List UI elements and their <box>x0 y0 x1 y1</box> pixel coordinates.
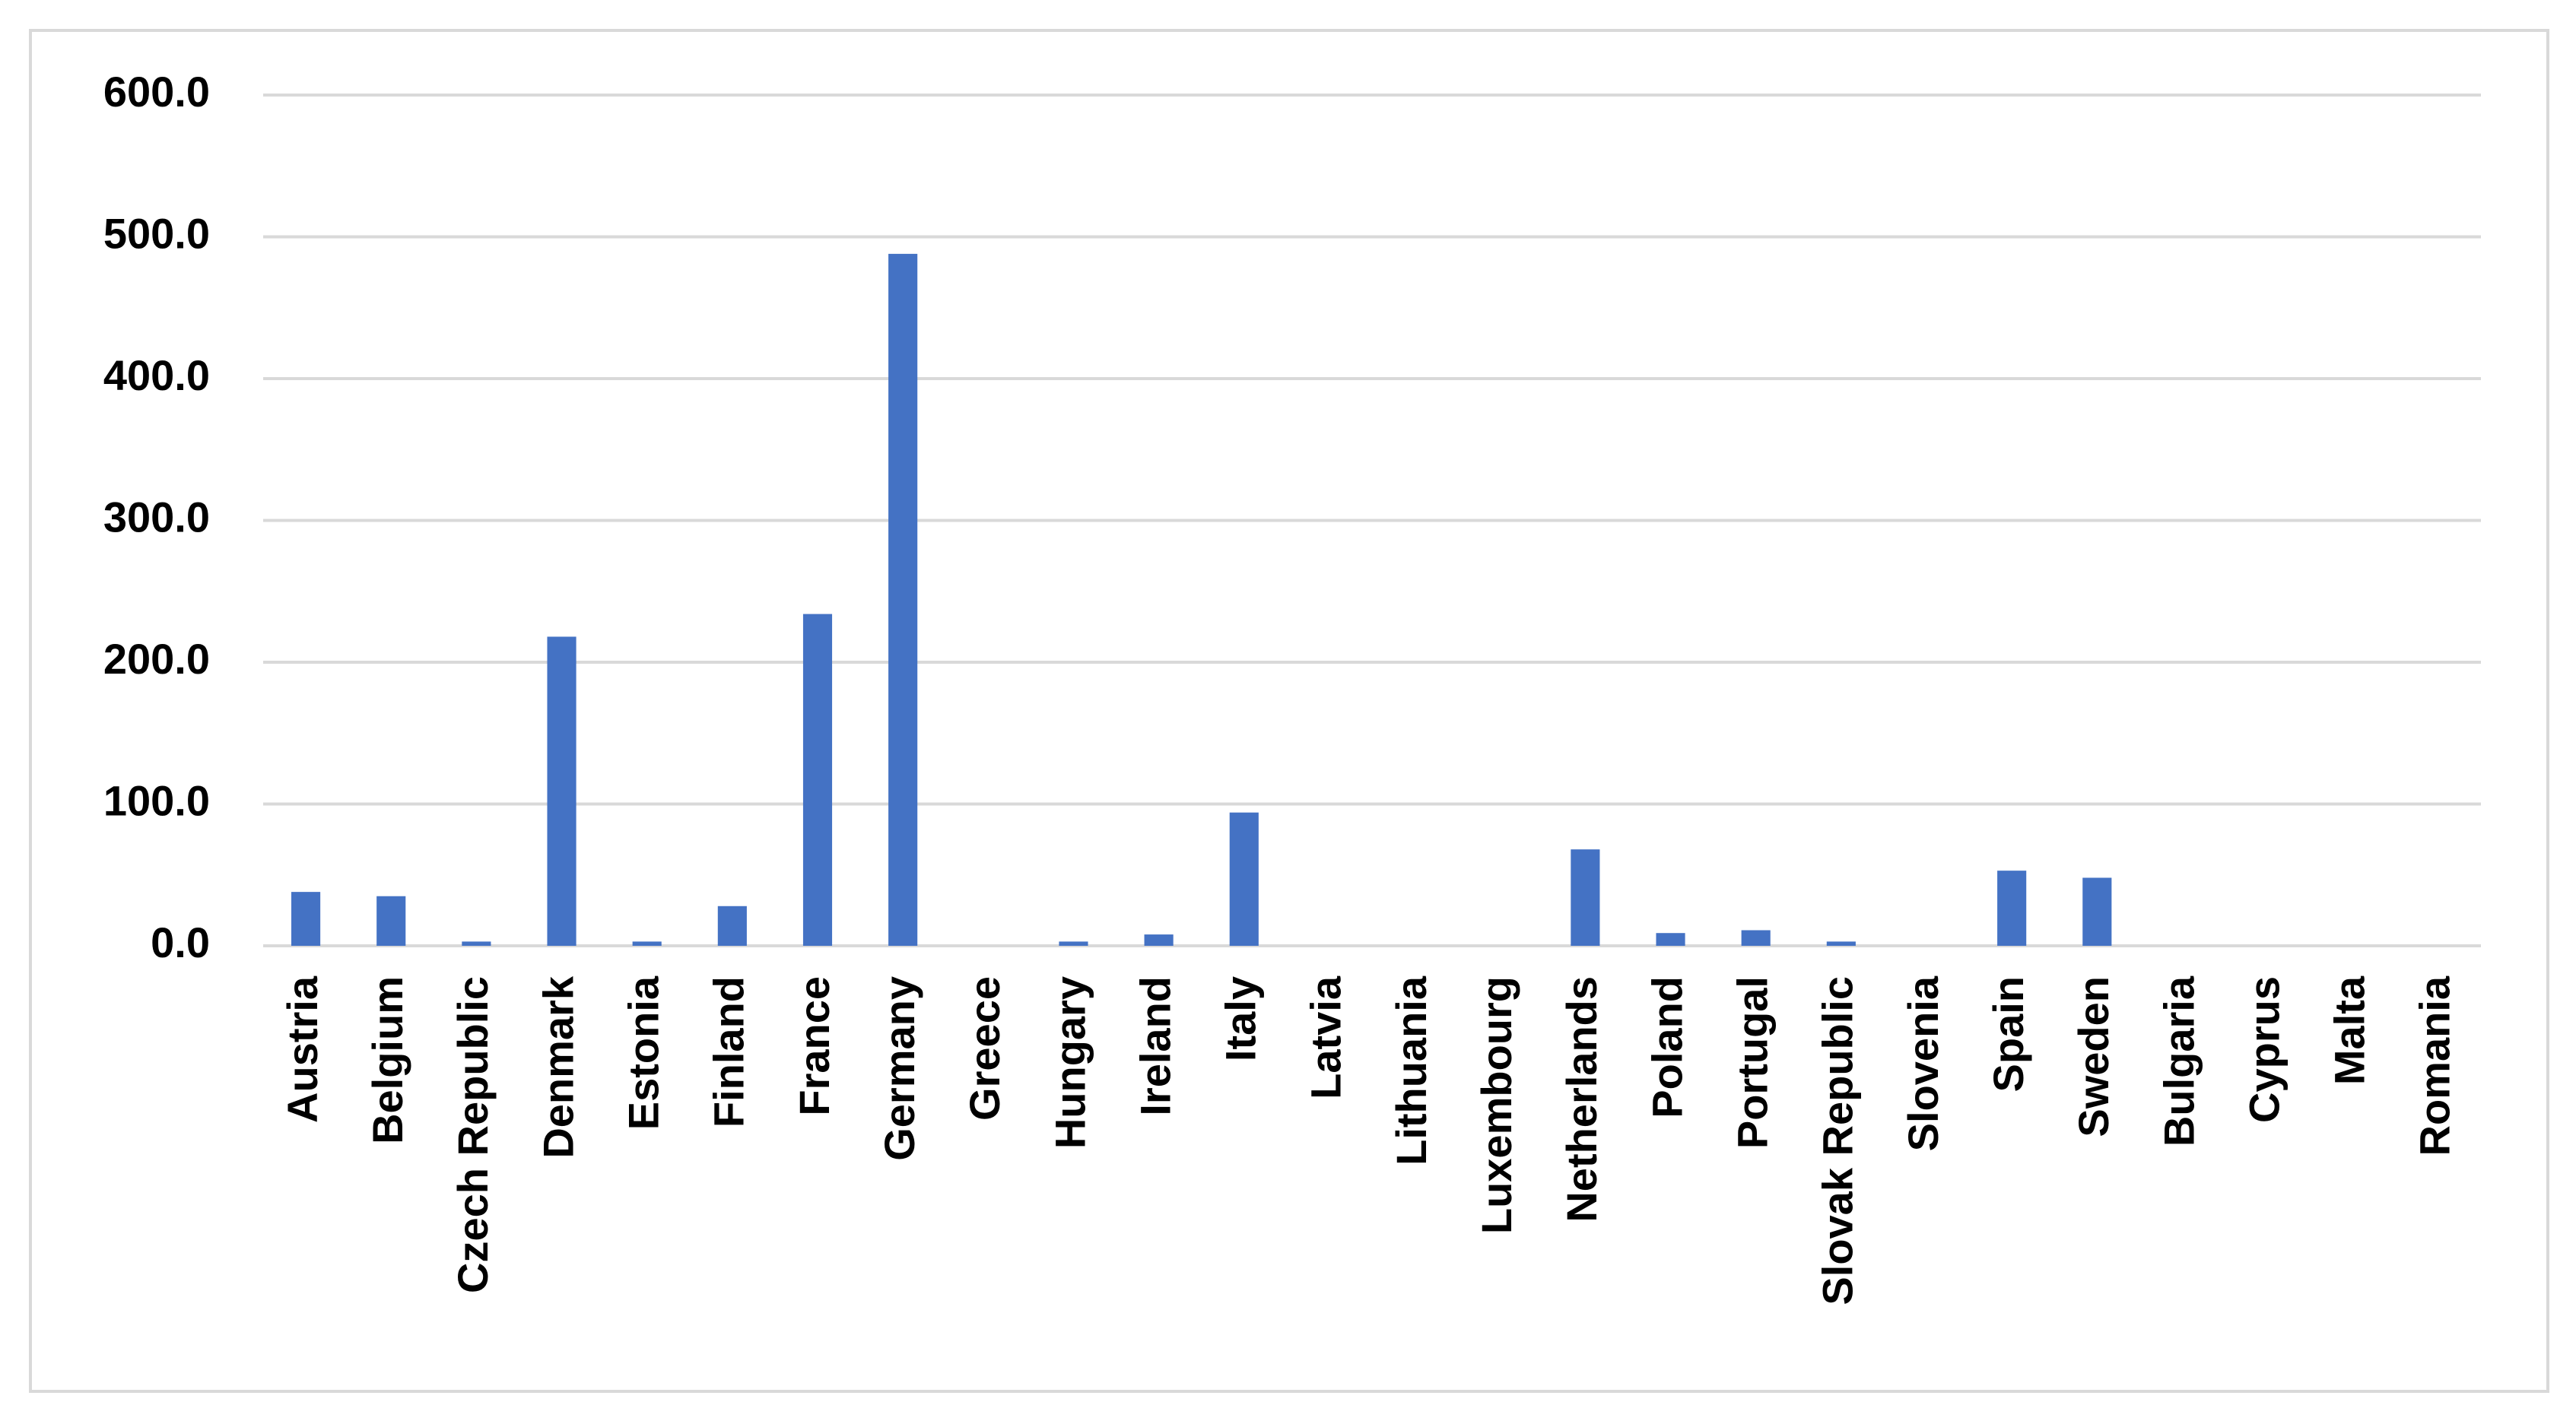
bar <box>2082 877 2112 946</box>
x-tick-label: Latvia <box>1302 975 1350 1099</box>
chart-border <box>29 29 2549 1393</box>
x-tick-label: Czech Republic <box>449 976 497 1293</box>
bar <box>1656 933 1685 946</box>
x-tick-label: Lithuania <box>1387 975 1435 1166</box>
y-tick-label: 600.0 <box>103 68 210 116</box>
x-tick-label: Austria <box>278 975 326 1123</box>
x-tick-label: Netherlands <box>1558 976 1606 1223</box>
bar <box>1741 930 1771 946</box>
bar <box>1997 871 2027 946</box>
y-tick-label: 200.0 <box>103 635 210 683</box>
bar <box>888 253 918 946</box>
x-tick-label: Romania <box>2411 975 2459 1156</box>
y-tick-label: 400.0 <box>103 351 210 399</box>
bar <box>1826 941 1856 946</box>
x-tick-label: Italy <box>1217 976 1265 1061</box>
bar <box>291 892 321 946</box>
x-tick-label: Belgium <box>364 976 411 1144</box>
x-tick-label: Ireland <box>1131 976 1179 1116</box>
x-tick-label: Estonia <box>619 975 667 1130</box>
x-tick-label: Germany <box>875 976 923 1161</box>
bar <box>632 941 662 946</box>
x-tick-label: Luxembourg <box>1472 976 1520 1234</box>
x-tick-label: Slovak Republic <box>1814 976 1862 1305</box>
bar <box>1144 934 1174 946</box>
y-tick-label: 100.0 <box>103 776 210 824</box>
x-tick-label: Sweden <box>2069 976 2117 1137</box>
y-tick-label: 0.0 <box>151 918 210 966</box>
x-tick-label: Poland <box>1643 976 1691 1118</box>
x-tick-label: Hungary <box>1046 976 1094 1149</box>
bar <box>376 896 406 946</box>
bar <box>1571 849 1600 946</box>
x-tick-label: Finland <box>705 976 753 1128</box>
x-tick-label: Slovenia <box>1899 975 1947 1151</box>
bar <box>802 614 833 946</box>
x-tick-label: France <box>790 976 838 1116</box>
bar <box>717 906 747 946</box>
x-tick-label: Greece <box>961 976 1008 1121</box>
x-tick-label: Cyprus <box>2240 976 2288 1123</box>
x-tick-label: Denmark <box>534 975 582 1159</box>
x-tick-label: Malta <box>2326 975 2374 1085</box>
bar <box>462 941 491 946</box>
x-tick-label: Bulgaria <box>2155 975 2203 1147</box>
bar <box>1059 941 1088 946</box>
y-tick-label: 500.0 <box>103 209 210 257</box>
x-tick-label: Spain <box>1984 976 2032 1092</box>
bar <box>1229 812 1259 946</box>
y-tick-label: 300.0 <box>103 493 210 541</box>
x-tick-label: Portugal <box>1728 976 1776 1149</box>
bar <box>547 636 577 946</box>
